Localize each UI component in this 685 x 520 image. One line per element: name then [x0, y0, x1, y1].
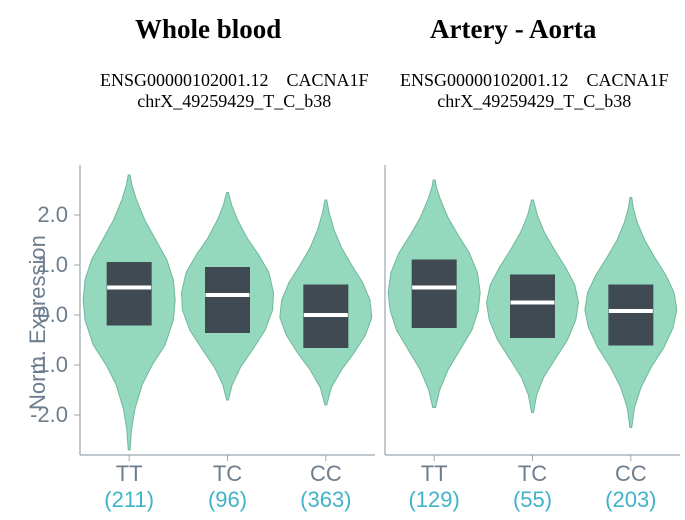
y-tick-label: 0.0	[37, 302, 68, 327]
y-tick-label: -2.0	[30, 402, 68, 427]
category-count: (363)	[300, 487, 351, 512]
category-label: TC	[213, 461, 242, 486]
y-tick-label: 2.0	[37, 202, 68, 227]
y-tick-label: -1.0	[30, 352, 68, 377]
category-count: (129)	[408, 487, 459, 512]
box	[511, 275, 555, 338]
category-label: TT	[421, 461, 448, 486]
category-count: (203)	[605, 487, 656, 512]
box	[107, 263, 151, 326]
box	[609, 285, 653, 345]
box	[206, 268, 250, 333]
category-label: CC	[310, 461, 342, 486]
box	[412, 260, 456, 328]
category-label: TC	[518, 461, 547, 486]
category-label: TT	[116, 461, 143, 486]
violin-plot-svg: -2.0-1.00.01.02.0TT(211)TC(96)CC(363)TT(…	[0, 0, 685, 520]
category-label: CC	[615, 461, 647, 486]
y-tick-label: 1.0	[37, 252, 68, 277]
category-count: (55)	[513, 487, 552, 512]
category-count: (211)	[104, 487, 154, 512]
category-count: (96)	[208, 487, 247, 512]
